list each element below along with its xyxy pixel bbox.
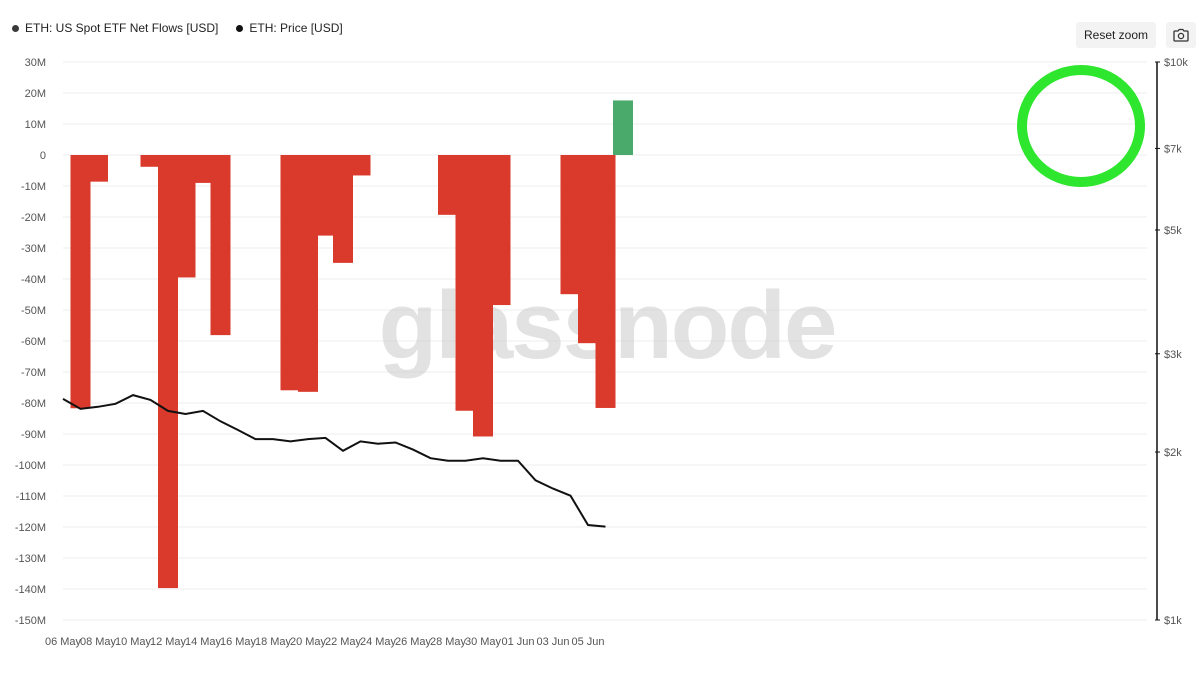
left-tick-label: -150M <box>15 615 46 627</box>
left-tick-label: -20M <box>21 212 46 224</box>
legend-dot-flows <box>12 24 19 32</box>
legend-label-price: ETH: Price [USD] <box>249 21 343 35</box>
left-tick-label: 30M <box>25 57 46 69</box>
left-tick-label: -140M <box>15 584 46 596</box>
x-tick-label: 12 May <box>150 636 187 648</box>
left-tick-label: -130M <box>15 553 46 565</box>
left-tick-label: -120M <box>15 522 46 534</box>
outflow-bar <box>333 155 353 263</box>
legend-item-flows[interactable]: ETH: US Spot ETF Net Flows [USD] <box>12 21 218 35</box>
left-axis: 30M 20M 10M 0 -10M -20M -30M -40M -50M -60M -70M -8… <box>15 57 46 627</box>
x-tick-label: 18 May <box>255 636 292 648</box>
x-tick-label: 24 May <box>360 636 397 648</box>
left-tick-label: -40M <box>21 274 46 286</box>
left-tick-label: 0 <box>40 150 46 162</box>
x-tick-label: 10 May <box>115 636 152 648</box>
camera-button[interactable] <box>1166 22 1196 48</box>
x-tick-label: 22 May <box>325 636 362 648</box>
outflow-bar <box>298 155 318 392</box>
x-tick-label: 05 Jun <box>571 636 604 648</box>
x-tick-label: 16 May <box>220 636 257 648</box>
left-tick-label: -80M <box>21 398 46 410</box>
outflow-bar <box>315 155 336 236</box>
outflow-bar <box>455 155 476 411</box>
left-tick-label: -60M <box>21 336 46 348</box>
x-tick-label: 08 May <box>80 636 117 648</box>
left-tick-label: -110M <box>16 491 46 503</box>
left-tick-label: -70M <box>21 367 46 379</box>
x-tick-label: 14 May <box>185 636 222 648</box>
price-line <box>62 394 606 528</box>
right-tick-label: $5k <box>1164 225 1182 237</box>
x-tick-label: 26 May <box>395 636 432 648</box>
left-tick-label: -100M <box>15 460 46 472</box>
outflow-bar <box>175 155 196 278</box>
left-tick-label: 20M <box>25 88 46 100</box>
outflow-bar <box>560 155 581 295</box>
outflow-bar <box>70 155 91 409</box>
x-tick-label: 03 Jun <box>536 636 569 648</box>
x-tick-label: 01 Jun <box>501 636 534 648</box>
outflow-bar <box>578 155 598 344</box>
camera-icon <box>1173 28 1189 42</box>
right-tick-label: $10k <box>1164 57 1188 69</box>
x-tick-label: 28 May <box>430 636 467 648</box>
grid-lines <box>63 61 1147 621</box>
left-tick-label: -90M <box>21 429 46 441</box>
legend-label-flows: ETH: US Spot ETF Net Flows [USD] <box>25 21 219 35</box>
outflow-bar <box>88 155 108 182</box>
right-axis: $10k $7k $5k $3k $2k $1k <box>1155 57 1188 627</box>
right-tick-label: $3k <box>1164 349 1182 361</box>
outflow-bar <box>490 155 511 306</box>
right-tick-label: $7k <box>1164 143 1182 155</box>
highlight-circle <box>1017 65 1145 187</box>
legend-dot-price <box>236 24 244 32</box>
inflow-bar <box>613 100 633 155</box>
legend-item-price[interactable]: ETH: Price [USD] <box>236 21 343 35</box>
x-tick-label: 20 May <box>290 636 327 648</box>
left-tick-label: -10M <box>21 181 46 193</box>
legend: ETH: US Spot ETF Net Flows [USD] ETH: Pr… <box>12 21 343 35</box>
x-tick-label: 06 May <box>45 636 82 648</box>
left-tick-label: 10M <box>25 119 46 131</box>
left-tick-label: -30M <box>21 243 46 255</box>
outflow-bar <box>473 155 493 437</box>
outflow-bar <box>280 155 301 391</box>
outflow-bar <box>140 155 161 167</box>
reset-zoom-button[interactable]: Reset zoom <box>1076 22 1157 48</box>
outflow-bar <box>193 155 213 183</box>
x-tick-label: 30 May <box>465 636 502 648</box>
outflow-bar <box>210 155 231 336</box>
outflow-bar <box>438 155 458 215</box>
left-tick-label: -50M <box>21 305 46 317</box>
outflow-bar <box>350 155 371 176</box>
outflow-bar <box>158 155 178 589</box>
right-tick-label: $2k <box>1164 447 1182 459</box>
right-tick-label: $1k <box>1164 615 1182 627</box>
flows-bars <box>70 100 633 589</box>
outflow-bar <box>595 155 616 408</box>
